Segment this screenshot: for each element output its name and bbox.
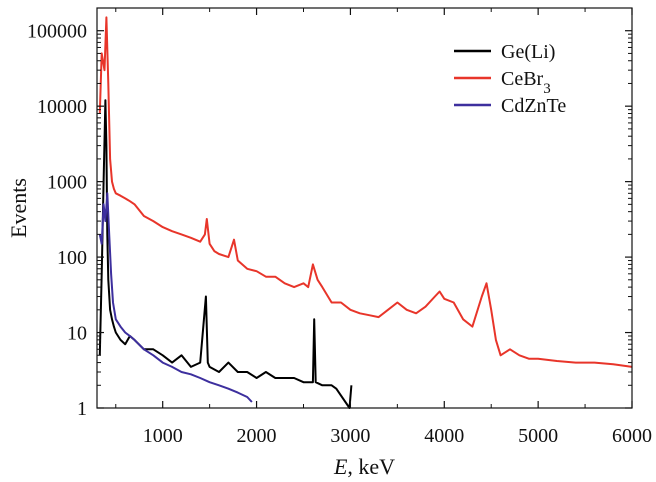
y-tick-label: 1000 (47, 172, 87, 194)
x-tick-label: 3000 (330, 425, 370, 447)
x-tick-label: 6000 (612, 425, 652, 447)
legend-label: Ge(Li) (501, 41, 555, 63)
x-axis-title-symbol: E (333, 454, 348, 479)
x-axis-title: E, keV (333, 454, 395, 479)
x-tick-label: 2000 (237, 425, 277, 447)
legend-label: CeBr3 (501, 68, 551, 97)
x-axis-title-unit: , keV (347, 454, 395, 479)
y-tick-label: 100000 (27, 21, 87, 43)
x-tick-label: 5000 (518, 425, 558, 447)
plot-frame (96, 7, 633, 409)
y-axis-title: Events (6, 178, 31, 238)
series-line-cdznte (98, 192, 253, 403)
y-tick-labels: 1 10 100 1000 10000 100000 (27, 21, 87, 420)
axis-ticks (97, 7, 633, 409)
y-tick-label: 100 (57, 247, 87, 269)
y-tick-label: 1 (77, 398, 87, 420)
x-tick-labels: 1000 2000 3000 4000 5000 6000 (143, 425, 652, 447)
legend-label: CdZnTe (501, 95, 566, 117)
x-tick-label: 4000 (424, 425, 464, 447)
plot-lines (98, 16, 633, 409)
series-line-cebr3 (98, 16, 633, 368)
series-line-ge-li- (98, 99, 353, 409)
x-tick-label: 1000 (143, 425, 183, 447)
y-tick-label: 10 (67, 323, 87, 345)
y-tick-label: 10000 (37, 96, 87, 118)
